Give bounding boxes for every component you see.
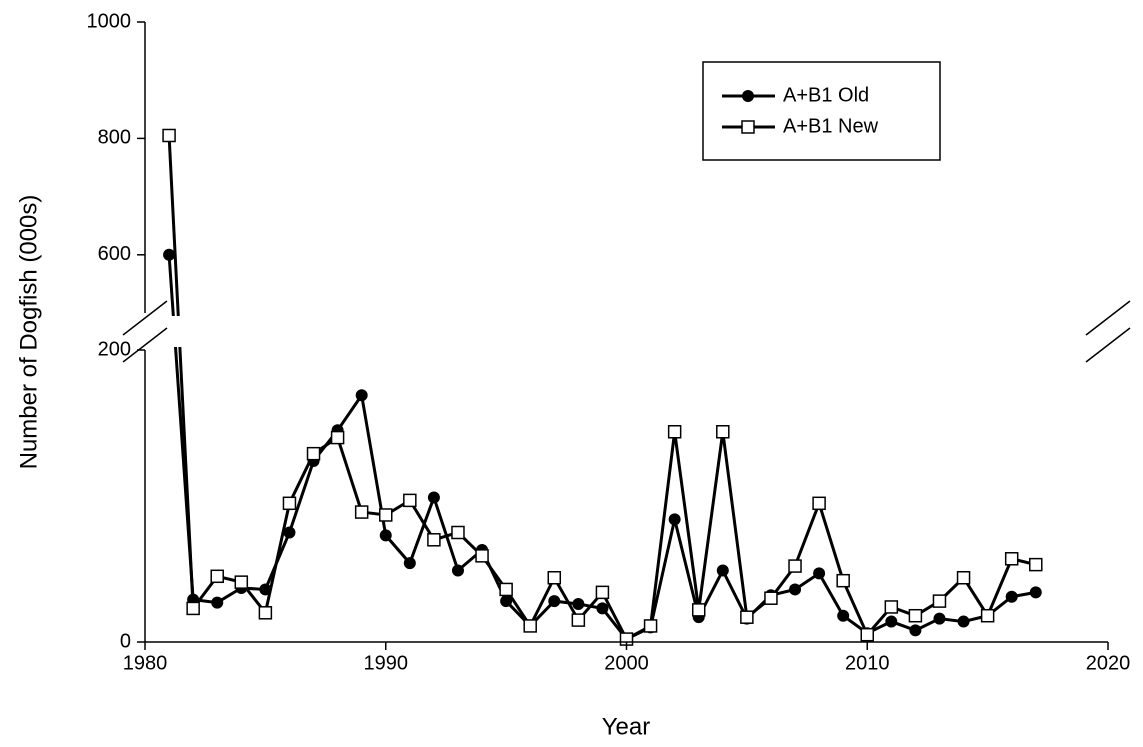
data-point	[427, 533, 441, 547]
series-line	[167, 135, 1037, 642]
data-point	[258, 606, 273, 620]
data-point	[1029, 586, 1042, 599]
legend-box	[702, 61, 941, 161]
data-point	[812, 496, 826, 511]
x-tick-label: 1990	[364, 652, 409, 674]
y-tick-label: 800	[98, 127, 131, 149]
data-point	[427, 491, 440, 504]
legend: A+B1 Old A+B1 New	[702, 61, 941, 161]
data-point	[186, 601, 200, 616]
data-point	[957, 615, 970, 628]
axis-break-gap	[133, 316, 1120, 347]
data-point	[668, 513, 681, 526]
data-point	[523, 619, 537, 633]
data-point	[813, 567, 826, 580]
data-point	[163, 248, 176, 261]
data-point	[354, 505, 369, 519]
data-point	[355, 389, 368, 402]
data-point	[1029, 557, 1043, 572]
data-point	[667, 425, 682, 439]
data-point	[956, 571, 971, 585]
data-point	[884, 600, 899, 614]
legend-label: A+B1 Old	[783, 84, 869, 106]
data-point	[908, 608, 923, 623]
data-point	[451, 564, 464, 577]
legend-marker	[742, 90, 754, 102]
data-point	[330, 430, 345, 445]
data-point	[403, 493, 417, 508]
axis-break-mark	[1085, 327, 1131, 363]
data-point	[836, 573, 850, 588]
data-point	[596, 602, 609, 615]
data-point	[548, 595, 561, 608]
data-point	[259, 583, 272, 596]
y-axis-label: Number of Dogfish (000s)	[15, 195, 42, 470]
data-point	[282, 496, 297, 511]
data-point	[885, 615, 898, 628]
data-point	[162, 128, 176, 143]
data-point	[788, 559, 802, 573]
data-point	[451, 525, 465, 540]
x-tick-label: 2020	[1086, 652, 1131, 674]
data-point	[860, 627, 874, 642]
data-point	[980, 608, 995, 623]
data-point	[789, 583, 802, 596]
data-point	[379, 508, 393, 522]
data-point	[1005, 590, 1018, 603]
data-point	[716, 564, 729, 577]
data-point	[933, 612, 946, 625]
data-point	[475, 549, 489, 563]
y-tick-label: 200	[98, 338, 131, 360]
data-point	[837, 609, 850, 622]
y-tick-label: 1000	[87, 10, 132, 32]
x-tick-label: 2010	[845, 652, 890, 674]
series-line	[167, 254, 1037, 641]
data-point	[595, 585, 610, 600]
data-point	[716, 425, 730, 439]
legend-marker	[741, 120, 755, 134]
axis-break-mark	[1085, 300, 1131, 336]
data-point	[211, 596, 224, 609]
axis-break-mark	[122, 300, 168, 336]
data-point	[499, 582, 513, 597]
y-tick-label: 0	[120, 630, 131, 652]
data-point	[283, 526, 296, 539]
data-point	[500, 595, 513, 608]
x-axis-label: Year	[602, 713, 651, 740]
data-point	[643, 619, 658, 633]
data-point	[909, 624, 922, 637]
data-point	[572, 598, 585, 611]
data-point	[403, 557, 416, 570]
data-point	[1004, 552, 1019, 566]
x-tick-label: 2000	[604, 652, 649, 674]
data-point	[764, 591, 778, 605]
legend-label: A+B1 New	[783, 115, 879, 137]
data-point	[547, 571, 562, 585]
axis-break-mark	[122, 327, 168, 363]
data-point	[932, 594, 947, 608]
data-point	[306, 446, 321, 461]
data-point	[740, 610, 754, 624]
data-point	[691, 603, 706, 617]
data-point	[210, 569, 224, 584]
data-point	[571, 613, 586, 627]
data-point	[234, 575, 249, 589]
x-tick-label: 1980	[123, 652, 168, 674]
data-point	[379, 529, 392, 542]
y-tick-label: 600	[98, 243, 131, 265]
